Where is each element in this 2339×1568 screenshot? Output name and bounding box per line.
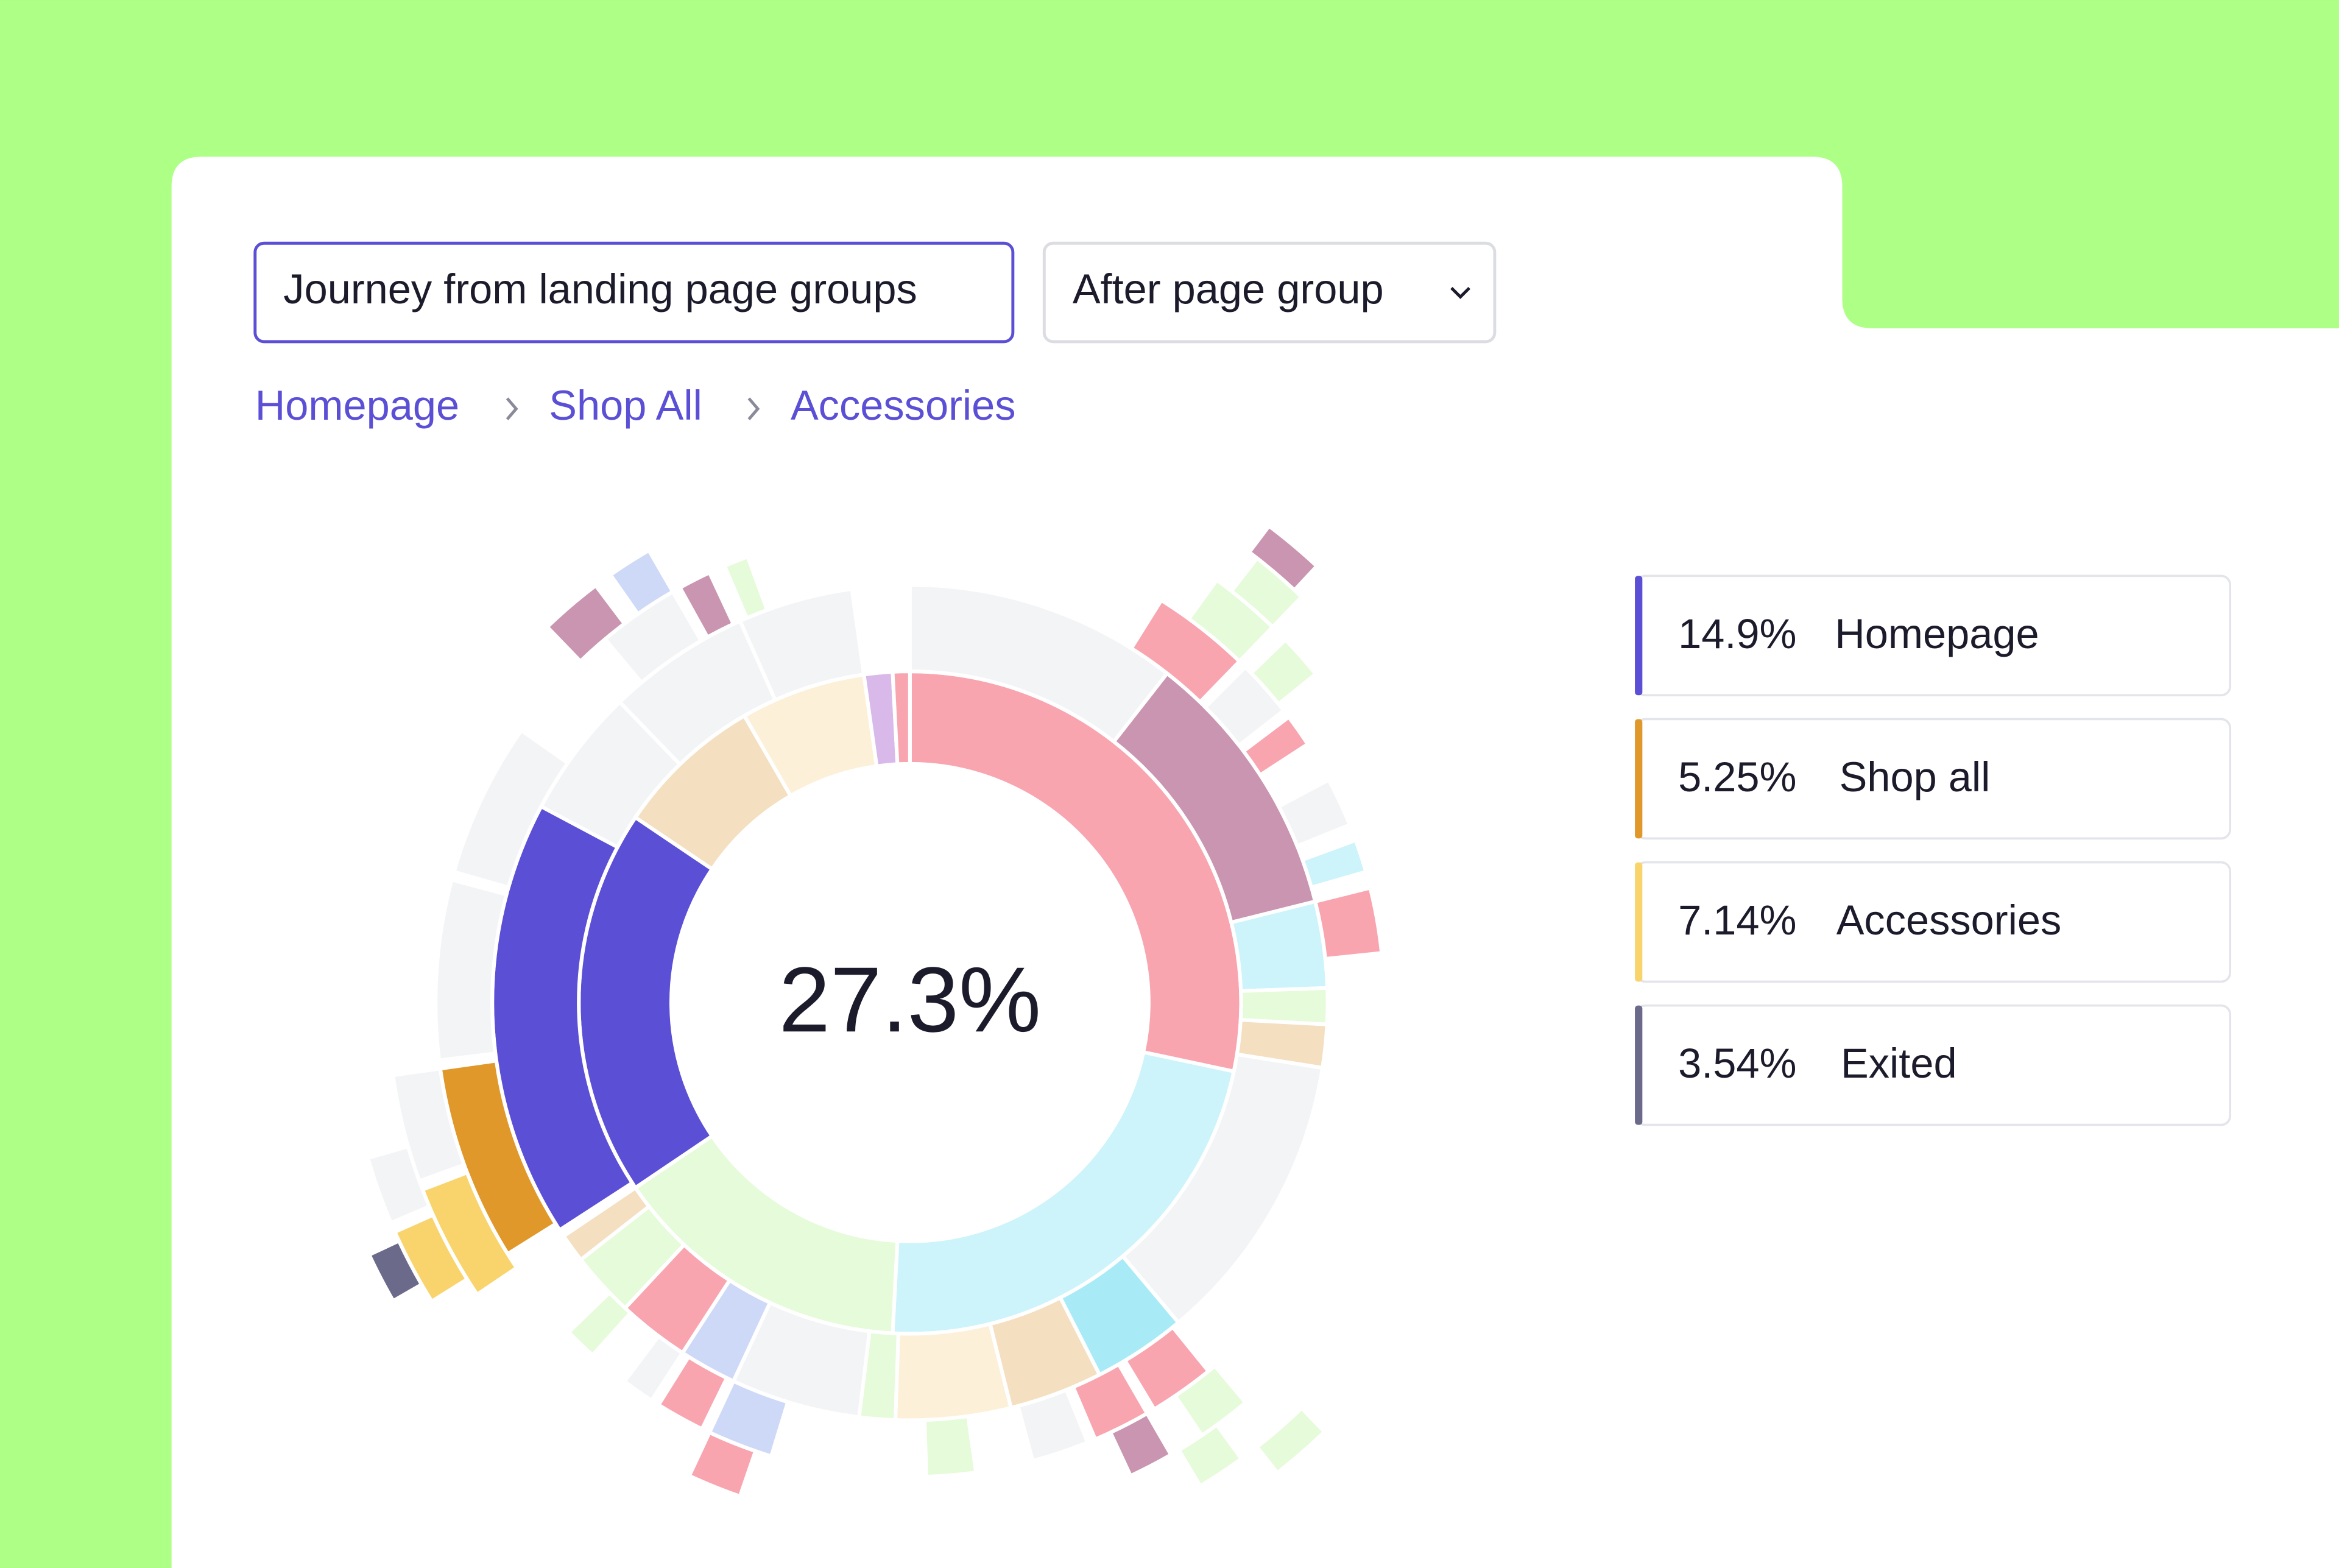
- sunburst-segment[interactable]: [365, 1144, 432, 1226]
- center-value: 27.3%: [779, 948, 1042, 1051]
- sunburst-segment[interactable]: [621, 1333, 685, 1404]
- breadcrumb-separator: [747, 397, 760, 420]
- sunburst: [365, 523, 1384, 1499]
- sunburst-segment[interactable]: [451, 727, 571, 890]
- sunburst-segment[interactable]: [1241, 714, 1311, 778]
- sunburst-segment[interactable]: [545, 582, 627, 664]
- legend-label: Homepage: [1835, 610, 2039, 657]
- legend-color-bar: [1635, 1005, 1643, 1125]
- legend-label: Shop all: [1840, 754, 1991, 800]
- breadcrumb-item[interactable]: Shop All: [549, 382, 702, 429]
- sunburst-segment[interactable]: [1313, 885, 1384, 961]
- legend: 14.9% Homepage 5.25% Shop all 7.14% Accessori…: [1635, 574, 2232, 1126]
- sunburst-segment[interactable]: [1176, 1422, 1244, 1489]
- sunburst-segment[interactable]: [1300, 838, 1369, 890]
- sunburst-segment[interactable]: [566, 1290, 633, 1358]
- sunburst-segment[interactable]: [891, 669, 912, 766]
- dropdown-chevron: [1450, 286, 1470, 299]
- legend-value: 5.25%: [1678, 754, 1796, 800]
- legend-label: Exited: [1841, 1040, 1957, 1087]
- sunburst-segment[interactable]: [1107, 1411, 1174, 1478]
- journey-button[interactable]: [253, 241, 1015, 344]
- sunburst-segment[interactable]: [655, 1354, 730, 1432]
- sunburst-segment[interactable]: [922, 1414, 978, 1479]
- sunburst-segment[interactable]: [1129, 598, 1243, 705]
- sunburst-segment[interactable]: [602, 589, 704, 685]
- sunburst-segment[interactable]: [607, 548, 676, 617]
- journey-button-label: Journey from landing page groups: [283, 266, 917, 313]
- sunburst-segment[interactable]: [1015, 1387, 1090, 1463]
- sunburst-segment[interactable]: [561, 1185, 652, 1263]
- sunburst-segment[interactable]: [1248, 637, 1319, 707]
- legend-color-bar: [1635, 862, 1643, 982]
- group-select-label: After page group: [1073, 266, 1384, 313]
- legend-value: 7.14%: [1678, 897, 1796, 944]
- sunburst-segment[interactable]: [677, 570, 736, 640]
- legend-label: Accessories: [1836, 897, 2062, 944]
- sunburst-segment[interactable]: [1246, 523, 1320, 593]
- breadcrumb-item[interactable]: Accessories: [791, 382, 1016, 429]
- legend-color-bar: [1635, 576, 1643, 696]
- legend-value: 3.54%: [1678, 1040, 1796, 1087]
- sunburst-segment[interactable]: [366, 1238, 425, 1304]
- sunburst-segment[interactable]: [737, 587, 866, 703]
- sunburst-segment[interactable]: [893, 1321, 1014, 1422]
- breadcrumb-separator: [506, 397, 518, 420]
- sunburst-segment[interactable]: [1173, 1363, 1249, 1438]
- sunburst-segment[interactable]: [1254, 1405, 1327, 1476]
- sunburst-segment[interactable]: [434, 877, 509, 1063]
- legend-value: 14.9%: [1678, 610, 1796, 657]
- sunburst-segment[interactable]: [722, 554, 770, 621]
- breadcrumb-item[interactable]: Homepage: [255, 382, 459, 429]
- legend-color-bar: [1635, 719, 1643, 839]
- sunburst-segment[interactable]: [686, 1430, 758, 1499]
- group-select[interactable]: [1042, 241, 1497, 344]
- sunburst-segment[interactable]: [1276, 777, 1352, 849]
